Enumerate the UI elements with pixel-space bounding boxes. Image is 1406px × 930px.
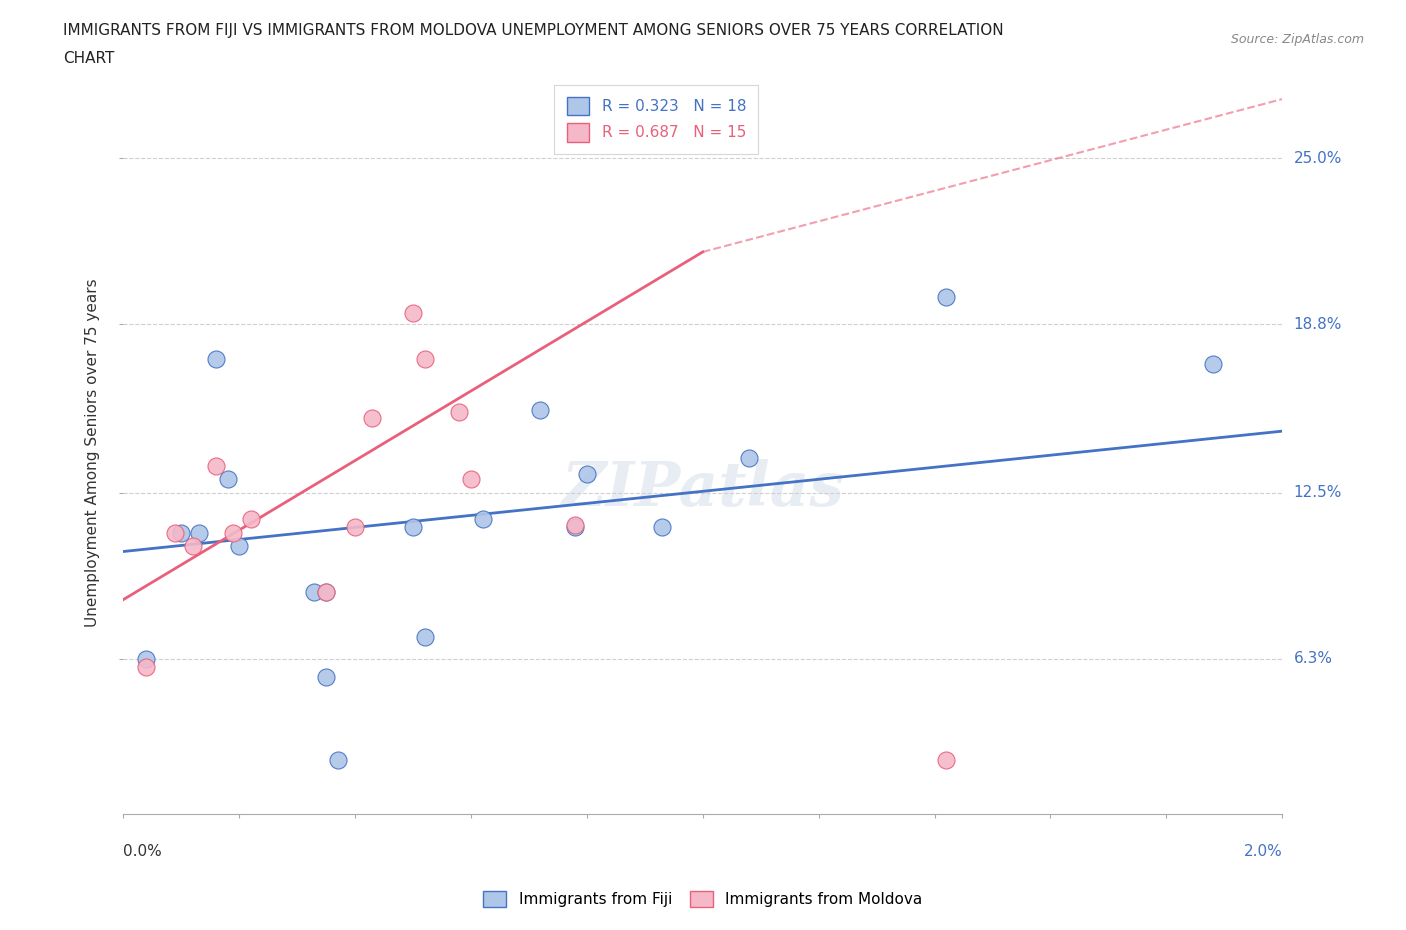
Point — [564, 520, 586, 535]
Point — [135, 651, 157, 666]
Point — [315, 670, 337, 684]
Point — [449, 405, 471, 419]
Point — [187, 525, 209, 540]
Point — [529, 403, 551, 418]
Point — [460, 472, 482, 486]
Point — [228, 538, 250, 553]
Text: CHART: CHART — [63, 51, 115, 66]
Point — [413, 352, 436, 366]
Y-axis label: Unemployment Among Seniors over 75 years: Unemployment Among Seniors over 75 years — [86, 278, 100, 627]
Point — [165, 525, 187, 540]
Point — [413, 630, 436, 644]
Point — [361, 410, 384, 425]
Point — [935, 752, 957, 767]
Point — [217, 472, 239, 486]
Point — [315, 584, 337, 599]
Point — [402, 306, 425, 321]
Point — [170, 525, 193, 540]
Point — [304, 584, 326, 599]
Point — [471, 512, 494, 527]
Text: 6.3%: 6.3% — [1294, 651, 1333, 666]
Point — [564, 517, 586, 532]
Point — [326, 752, 349, 767]
Point — [315, 584, 337, 599]
Text: Source: ZipAtlas.com: Source: ZipAtlas.com — [1230, 33, 1364, 46]
Text: IMMIGRANTS FROM FIJI VS IMMIGRANTS FROM MOLDOVA UNEMPLOYMENT AMONG SENIORS OVER : IMMIGRANTS FROM FIJI VS IMMIGRANTS FROM … — [63, 23, 1004, 38]
Text: ZIPatlas: ZIPatlas — [561, 458, 844, 519]
Text: 0.0%: 0.0% — [124, 844, 162, 859]
Point — [575, 467, 598, 482]
Point — [205, 458, 228, 473]
Point — [402, 520, 425, 535]
Legend: R = 0.323   N = 18, R = 0.687   N = 15: R = 0.323 N = 18, R = 0.687 N = 15 — [554, 85, 758, 154]
Text: 25.0%: 25.0% — [1294, 151, 1341, 166]
Text: 2.0%: 2.0% — [1243, 844, 1282, 859]
Point — [239, 512, 262, 527]
Point — [738, 450, 761, 465]
Point — [181, 538, 204, 553]
Point — [135, 659, 157, 674]
Point — [344, 520, 367, 535]
Point — [935, 290, 957, 305]
Point — [651, 520, 673, 535]
Point — [205, 352, 228, 366]
Legend: Immigrants from Fiji, Immigrants from Moldova: Immigrants from Fiji, Immigrants from Mo… — [477, 884, 929, 913]
Text: 12.5%: 12.5% — [1294, 485, 1341, 500]
Text: 18.8%: 18.8% — [1294, 316, 1341, 332]
Point — [1202, 357, 1225, 372]
Point — [222, 525, 245, 540]
